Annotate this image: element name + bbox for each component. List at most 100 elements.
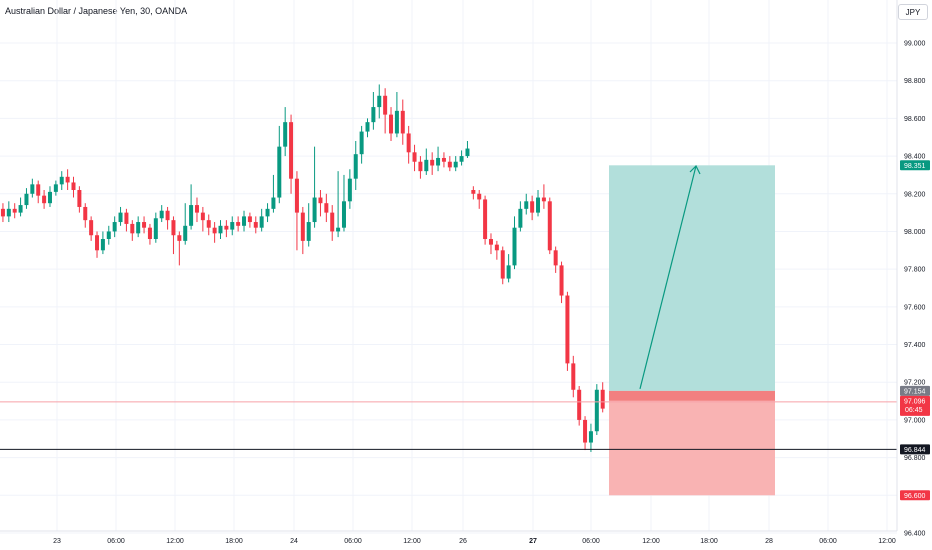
candle-body [65, 176, 70, 183]
time-tick-label: 12:00 [642, 538, 660, 545]
symbol-title: Australian Dollar / Japanese Yen, 30, OA… [5, 6, 188, 16]
candle-body [95, 235, 100, 251]
candle-body [224, 225, 229, 230]
candle-body [583, 419, 588, 443]
candle-body [447, 161, 452, 168]
candle-body [383, 95, 388, 115]
candle-body [336, 227, 341, 232]
time-tick-label: 24 [290, 538, 298, 545]
candle-body [171, 220, 176, 236]
candle-body [441, 157, 446, 162]
candle-body [588, 431, 593, 443]
currency-button[interactable]: JPY [898, 4, 928, 20]
arrow-shaft[interactable] [639, 165, 697, 390]
candle-body [47, 191, 52, 204]
candle-body [100, 239, 105, 251]
price-tick-label: 98.400 [904, 154, 926, 161]
candle-body [136, 222, 141, 234]
candle-body [218, 225, 223, 234]
candle-body [594, 389, 599, 432]
price-axis-labels: 98.351 97.154 97.096 06:45 96.844 96.600 [900, 160, 930, 501]
loss-zone[interactable] [609, 400, 775, 496]
candle-body [147, 227, 152, 239]
long-position-tool[interactable] [609, 165, 775, 496]
candle-body [536, 197, 541, 213]
candle-body [330, 212, 335, 232]
candle-body [242, 216, 247, 226]
price-tick-label: 96.400 [904, 531, 926, 538]
candle-body [565, 295, 570, 364]
candle-body [212, 227, 217, 234]
candle-body [294, 178, 299, 213]
candle-body [153, 218, 158, 239]
candle-body [347, 178, 352, 202]
candle-body [571, 363, 576, 390]
candle-body [600, 389, 605, 409]
candle-body [418, 161, 423, 172]
target-price-badge [900, 160, 930, 171]
time-tick-label: 23 [53, 538, 61, 545]
candle-body [465, 148, 470, 157]
time-tick-label: 06:00 [344, 538, 362, 545]
candle-body [89, 220, 94, 236]
candle-body [83, 206, 88, 221]
time-tick-label: 26 [459, 538, 467, 545]
candle-body [189, 205, 194, 226]
candle-body [377, 95, 382, 108]
candle-body [200, 212, 205, 221]
candle-body [471, 190, 476, 194]
candle-body [271, 197, 276, 209]
candle-body [306, 222, 311, 241]
candle-body [359, 131, 364, 155]
arrow-drawing[interactable] [639, 164, 701, 390]
candle-body [312, 197, 317, 223]
target-price-label: 98.351 [904, 163, 926, 170]
candle-body [6, 208, 11, 217]
candle-body [371, 107, 376, 123]
entry-price-badge [900, 385, 930, 396]
candle-body [165, 210, 170, 221]
price-tick-label: 97.400 [904, 342, 926, 349]
candles [0, 84, 605, 452]
candle-body [453, 161, 458, 168]
price-tick-label: 98.800 [904, 78, 926, 85]
price-tick-label: 98.600 [904, 116, 926, 123]
candle-body [547, 201, 552, 251]
last-price-badge [900, 395, 930, 416]
price-tick-label: 97.800 [904, 267, 926, 274]
arrow-head-icon [689, 164, 701, 175]
candle-body [365, 122, 370, 132]
candle-body [477, 193, 482, 200]
time-axis[interactable]: 23 06:00 12:00 18:00 24 06:00 12:00 26 27 06:00 12… [53, 538, 896, 545]
price-axis[interactable]: 99.000 98.800 98.600 98.400 98.200 98.000 97.8… [904, 41, 926, 538]
time-tick-label: 06:00 [107, 538, 125, 545]
candle-body [59, 176, 64, 185]
time-tick-label: 28 [765, 538, 773, 545]
candle-body [30, 184, 35, 194]
stop-price-badge [900, 490, 930, 501]
candle-body [494, 244, 499, 251]
candle-body [394, 110, 399, 134]
candle-body [24, 193, 29, 206]
candle-body [459, 156, 464, 162]
candle-body [300, 212, 305, 241]
candle-body [406, 133, 411, 153]
candle-body [389, 114, 394, 134]
candle-body [177, 235, 182, 241]
price-tick-label: 97.600 [904, 304, 926, 311]
bar-countdown-label: 06:45 [905, 407, 923, 414]
candle-body [341, 201, 346, 228]
time-tick-label: 06:00 [819, 538, 837, 545]
candle-body [436, 157, 441, 166]
profit-zone[interactable] [609, 165, 775, 391]
candle-body [541, 197, 546, 202]
time-tick-label: 18:00 [225, 538, 243, 545]
candle-body [0, 208, 5, 217]
stop-price-label: 96.600 [904, 493, 926, 500]
price-tick-label: 97.000 [904, 417, 926, 424]
price-tick-label: 98.000 [904, 229, 926, 236]
candle-body [159, 210, 164, 219]
candle-body [253, 222, 258, 228]
candle-body [559, 265, 564, 296]
